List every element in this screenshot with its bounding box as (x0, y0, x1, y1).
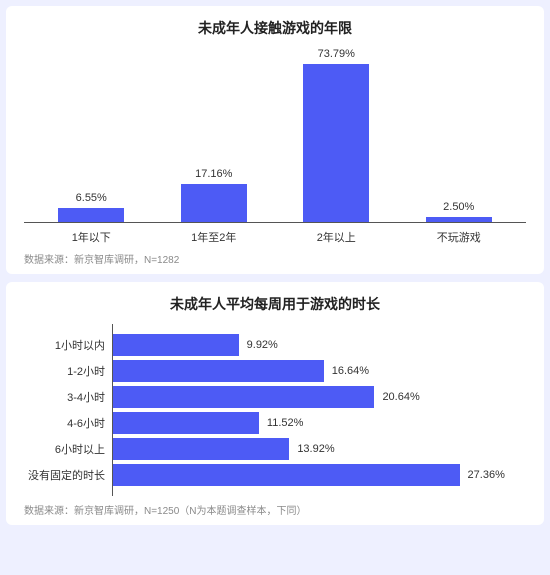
chart1-bar-0 (58, 208, 124, 222)
chart1-col-1: 17.16% (153, 48, 276, 222)
chart2-title: 未成年人平均每周用于游戏的时长 (24, 294, 526, 314)
chart2-bar-0 (113, 334, 239, 356)
chart1-plot: 6.55% 17.16% 73.79% 2.50% (24, 48, 526, 223)
chart1-xlabel-0: 1年以下 (30, 229, 153, 245)
chart-panel-hours: 未成年人平均每周用于游戏的时长 1小时以内 9.92% 1-2小时 16.64%… (6, 282, 544, 525)
chart2-row-2: 3-4小时 20.64% (113, 386, 526, 408)
chart2-bar-5 (113, 464, 460, 486)
chart2-value-5: 27.36% (468, 469, 505, 481)
chart2-ylabel-3: 4-6小时 (25, 415, 113, 431)
chart2-bar-4 (113, 438, 289, 460)
chart2-row-0: 1小时以内 9.92% (113, 334, 526, 356)
chart2-ylabel-0: 1小时以内 (25, 337, 113, 353)
chart1-bar-1 (181, 184, 247, 222)
chart2-plot-outer: 1小时以内 9.92% 1-2小时 16.64% 3-4小时 20.64% 4-… (24, 324, 526, 496)
chart2-row-4: 6小时以上 13.92% (113, 438, 526, 460)
chart1-value-2: 73.79% (318, 48, 355, 60)
chart1-value-3: 2.50% (443, 201, 474, 213)
chart1-xlabel-2: 2年以上 (275, 229, 398, 245)
chart1-value-1: 17.16% (195, 168, 232, 180)
chart1-col-2: 73.79% (275, 48, 398, 222)
chart-panel-years: 未成年人接触游戏的年限 6.55% 17.16% 73.79% 2.50% 1年… (6, 6, 544, 274)
chart2-value-4: 13.92% (297, 443, 334, 455)
chart1-title: 未成年人接触游戏的年限 (24, 18, 526, 38)
chart2-ylabel-2: 3-4小时 (25, 389, 113, 405)
chart1-source: 数据来源：新京智库调研，N=1282 (24, 251, 526, 266)
chart1-col-3: 2.50% (398, 48, 521, 222)
chart2-bar-1 (113, 360, 324, 382)
chart2-row-1: 1-2小时 16.64% (113, 360, 526, 382)
chart2-value-3: 11.52% (267, 417, 304, 429)
chart1-xlabel-3: 不玩游戏 (398, 229, 521, 245)
chart2-value-1: 16.64% (332, 365, 369, 377)
chart2-ylabel-1: 1-2小时 (25, 363, 113, 379)
chart1-col-0: 6.55% (30, 48, 153, 222)
chart2-value-2: 20.64% (382, 391, 419, 403)
chart1-x-labels: 1年以下 1年至2年 2年以上 不玩游戏 (24, 229, 526, 245)
chart1-xlabel-1: 1年至2年 (153, 229, 276, 245)
chart2-bar-3 (113, 412, 259, 434)
chart1-value-0: 6.55% (76, 192, 107, 204)
chart1-bar-2 (303, 64, 369, 222)
chart2-source: 数据来源：新京智库调研，N=1250（N为本题调查样本，下同） (24, 502, 526, 517)
chart2-row-3: 4-6小时 11.52% (113, 412, 526, 434)
chart2-ylabel-4: 6小时以上 (25, 441, 113, 457)
chart1-bar-3 (426, 217, 492, 222)
chart2-bar-2 (113, 386, 374, 408)
chart2-ylabel-5: 没有固定的时长 (25, 467, 113, 483)
chart2-plot: 1小时以内 9.92% 1-2小时 16.64% 3-4小时 20.64% 4-… (112, 324, 526, 496)
chart2-row-5: 没有固定的时长 27.36% (113, 464, 526, 486)
chart2-value-0: 9.92% (247, 339, 278, 351)
